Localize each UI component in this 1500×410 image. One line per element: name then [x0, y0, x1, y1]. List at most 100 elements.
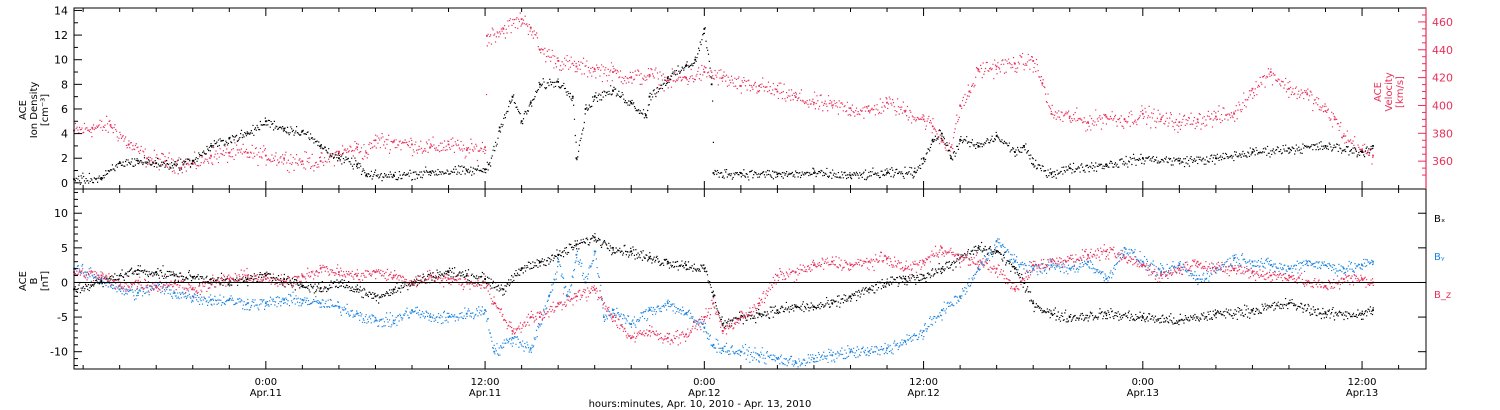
- density-series-point: [940, 132, 943, 135]
- bz-series-point: [319, 267, 322, 270]
- bz-series-point: [922, 260, 925, 263]
- x-tick-date: Apr.12: [907, 388, 939, 399]
- by-series-point: [849, 350, 852, 353]
- bx-series-cloud: [74, 233, 1374, 328]
- bx-series-point: [100, 280, 103, 282]
- density-series-point: [1105, 163, 1108, 166]
- density-series: [73, 27, 1374, 185]
- velocity-series-point: [1233, 112, 1236, 115]
- velocity-series-point: [228, 151, 231, 154]
- velocity-series-point: [447, 143, 450, 146]
- bz-series-point: [575, 295, 578, 298]
- bz-series-point: [301, 274, 304, 277]
- bx-series-point: [246, 278, 249, 280]
- bz-series-point: [666, 336, 669, 339]
- x-tick-time: 12:00: [909, 377, 938, 388]
- velocity-series-point: [1087, 121, 1089, 124]
- velocity-series-point: [575, 65, 578, 68]
- x-tick-time: 12:00: [471, 377, 500, 388]
- x-tick-date: Apr.13: [1346, 388, 1378, 399]
- density-axis-title-line: ACE: [18, 100, 29, 120]
- by-series-point: [447, 316, 450, 318]
- bx-series-point: [557, 253, 560, 256]
- bx-series-point: [721, 323, 724, 325]
- bz-series-point: [1251, 271, 1254, 273]
- by-series-point: [228, 298, 231, 301]
- x-tick-time: 0:00: [255, 377, 277, 388]
- velocity-tick-label: 420: [1432, 72, 1453, 85]
- density-series-point: [1178, 159, 1181, 162]
- by-series-point: [904, 340, 907, 343]
- by-series-point: [210, 298, 212, 301]
- y-tick-label: 14: [54, 4, 68, 17]
- velocity-series-point: [374, 139, 377, 142]
- bx-series-point: [995, 250, 998, 253]
- by-series-point: [429, 316, 432, 318]
- bx-series-point: [283, 278, 286, 280]
- by-series-point: [794, 361, 797, 363]
- density-series-point: [575, 157, 578, 160]
- velocity-series-point: [127, 143, 130, 146]
- by-series-point: [612, 309, 614, 312]
- by-series-point: [1105, 278, 1108, 280]
- density-series-point: [644, 114, 647, 117]
- by-series-point: [813, 357, 815, 360]
- by-series-point: [666, 302, 669, 305]
- by-series-point: [959, 295, 962, 298]
- velocity-series-point: [1372, 154, 1374, 157]
- density-series-point: [1214, 157, 1217, 160]
- velocity-series-point: [557, 60, 560, 62]
- bz-series-point: [1160, 274, 1162, 277]
- velocity-axis-title-line: Velocity: [1384, 72, 1395, 111]
- velocity-series-point: [429, 146, 432, 149]
- density-series-point: [648, 95, 651, 98]
- density-series-point: [283, 127, 286, 130]
- velocity-series-point: [356, 146, 359, 149]
- velocity-series-point: [959, 104, 962, 107]
- bz-series-point: [356, 274, 359, 277]
- by-series-point: [648, 309, 651, 312]
- by-series-point: [1123, 246, 1126, 249]
- velocity-series-point: [109, 124, 112, 126]
- bx-series-point: [849, 295, 852, 298]
- bz-series-point: [1178, 267, 1181, 270]
- density-series-point: [210, 145, 212, 147]
- bz-series-point: [1324, 285, 1327, 287]
- bx-series-point: [630, 250, 633, 253]
- by-series-point: [191, 295, 194, 298]
- velocity-series-point: [1178, 121, 1181, 124]
- density-series-point: [191, 159, 194, 162]
- velocity-series-point: [210, 154, 212, 157]
- velocity-series-point: [666, 79, 669, 82]
- velocity-tick-label: 380: [1432, 127, 1453, 140]
- density-series-point: [319, 145, 322, 147]
- bx-series-point: [575, 243, 578, 246]
- velocity-series-point: [931, 125, 934, 128]
- bx-series-point: [301, 285, 304, 287]
- bx-series-point: [1372, 309, 1374, 312]
- x-tick-date: Apr.11: [469, 388, 501, 399]
- density-series-point: [228, 137, 231, 140]
- velocity-series-point: [164, 160, 167, 163]
- density-series-point: [538, 83, 541, 86]
- bz-series-point: [511, 330, 514, 332]
- x-tick-time: 0:00: [1132, 377, 1154, 388]
- bx-series-point: [356, 288, 359, 291]
- bz-series-point: [886, 257, 888, 260]
- axes: [73, 7, 1427, 370]
- density-series-point: [776, 173, 779, 176]
- b-axis-title-line: ACE: [18, 271, 29, 291]
- velocity-series-point: [484, 146, 486, 149]
- y-tick-label: 4: [61, 128, 68, 141]
- bz-series-point: [1141, 264, 1144, 267]
- by-series-point: [1178, 264, 1181, 267]
- x-tick-date: Apr.11: [250, 388, 282, 399]
- bz-series-point: [1087, 253, 1089, 256]
- density-series-point: [959, 138, 962, 141]
- velocity-series-point: [867, 110, 870, 112]
- b-tick-label: -10: [50, 346, 68, 359]
- density-series-cloud: [74, 27, 1374, 185]
- by-series-point: [703, 326, 706, 329]
- bx-series-point: [1361, 312, 1363, 315]
